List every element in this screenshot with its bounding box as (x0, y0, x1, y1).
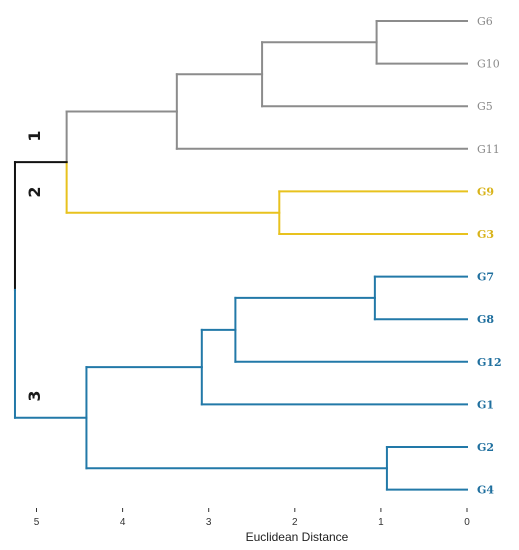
cluster-labels: 1 2 3 (25, 130, 44, 401)
leaf-label-g6: G6 (477, 15, 493, 28)
axis-tick-label-3: 3 (206, 517, 212, 528)
axis-ticks: 5 4 3 2 1 0 (34, 508, 470, 528)
leaf-label-g7: G7 (477, 271, 494, 284)
axis-tick-label-1: 1 (378, 517, 384, 528)
cluster-number-3: 3 (25, 390, 44, 401)
axis-tick-label-4: 4 (120, 517, 126, 528)
leaf-labels: G6 G10 G5 G11 G9 G3 G7 G8 G12 G1 G2 G4 (477, 15, 502, 497)
distance-axis: 5 4 3 2 1 0 Euclidean Distance (34, 508, 470, 544)
leaf-label-g4: G4 (477, 484, 494, 497)
leaf-label-g11: G11 (477, 143, 500, 156)
axis-tick-label-0: 0 (464, 517, 470, 528)
cluster-number-2: 2 (25, 186, 44, 197)
axis-tick-label-2: 2 (292, 517, 298, 528)
leaf-label-g3: G3 (477, 228, 494, 241)
leaf-label-g2: G2 (477, 441, 494, 454)
axis-title: Euclidean Distance (246, 530, 349, 544)
leaf-label-g5: G5 (477, 100, 493, 113)
leaf-label-g10: G10 (477, 58, 500, 71)
cluster-number-1: 1 (25, 130, 44, 141)
leaf-label-g9: G9 (477, 185, 494, 198)
dendrogram-branches (13, 20, 468, 491)
leaf-label-g8: G8 (477, 313, 494, 326)
leaf-label-g12: G12 (477, 356, 502, 369)
axis-tick-label-5: 5 (34, 517, 40, 528)
leaf-label-g1: G1 (477, 398, 494, 411)
